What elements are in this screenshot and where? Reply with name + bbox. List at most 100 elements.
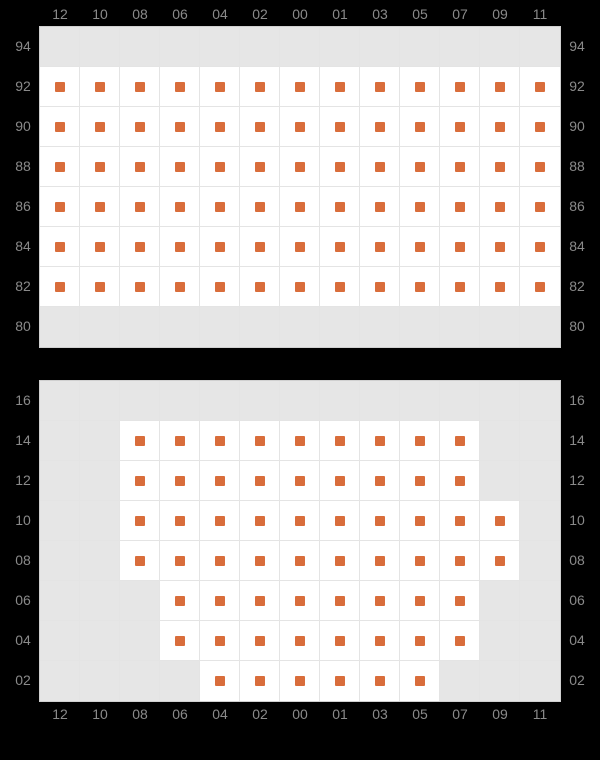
seat-available[interactable] (400, 461, 440, 501)
seat-available[interactable] (200, 621, 240, 661)
seat-available[interactable] (400, 227, 440, 267)
seat-available[interactable] (360, 107, 400, 147)
seat-available[interactable] (160, 227, 200, 267)
seat-available[interactable] (320, 67, 360, 107)
seat-available[interactable] (320, 621, 360, 661)
seat-available[interactable] (360, 661, 400, 701)
seat-available[interactable] (240, 107, 280, 147)
seat-available[interactable] (200, 501, 240, 541)
seat-available[interactable] (320, 107, 360, 147)
seat-available[interactable] (280, 621, 320, 661)
seat-available[interactable] (160, 621, 200, 661)
seat-available[interactable] (240, 501, 280, 541)
seat-available[interactable] (320, 661, 360, 701)
seat-available[interactable] (480, 267, 520, 307)
seat-available[interactable] (240, 541, 280, 581)
seat-available[interactable] (120, 267, 160, 307)
seat-available[interactable] (280, 461, 320, 501)
seat-available[interactable] (360, 227, 400, 267)
seat-available[interactable] (160, 421, 200, 461)
seat-available[interactable] (360, 461, 400, 501)
seat-available[interactable] (440, 187, 480, 227)
seat-available[interactable] (320, 147, 360, 187)
seat-available[interactable] (40, 67, 80, 107)
seat-available[interactable] (440, 67, 480, 107)
seat-available[interactable] (240, 661, 280, 701)
seat-available[interactable] (160, 147, 200, 187)
seat-available[interactable] (200, 541, 240, 581)
seat-available[interactable] (320, 461, 360, 501)
seat-available[interactable] (120, 501, 160, 541)
seat-available[interactable] (160, 581, 200, 621)
seat-available[interactable] (440, 227, 480, 267)
seat-available[interactable] (240, 421, 280, 461)
seat-available[interactable] (520, 267, 560, 307)
seat-available[interactable] (80, 187, 120, 227)
seat-available[interactable] (400, 581, 440, 621)
seat-available[interactable] (240, 267, 280, 307)
seat-available[interactable] (400, 621, 440, 661)
seat-available[interactable] (120, 461, 160, 501)
seat-available[interactable] (360, 501, 400, 541)
seat-available[interactable] (440, 501, 480, 541)
seat-available[interactable] (360, 267, 400, 307)
seat-available[interactable] (160, 187, 200, 227)
seat-available[interactable] (120, 227, 160, 267)
seat-available[interactable] (120, 107, 160, 147)
seat-available[interactable] (360, 147, 400, 187)
seat-available[interactable] (280, 107, 320, 147)
seat-available[interactable] (120, 421, 160, 461)
seat-available[interactable] (40, 227, 80, 267)
seat-available[interactable] (480, 227, 520, 267)
seat-available[interactable] (80, 227, 120, 267)
seat-available[interactable] (280, 267, 320, 307)
seat-available[interactable] (280, 147, 320, 187)
seat-available[interactable] (40, 267, 80, 307)
seat-available[interactable] (80, 67, 120, 107)
seat-available[interactable] (40, 107, 80, 147)
seat-available[interactable] (440, 267, 480, 307)
seat-available[interactable] (120, 67, 160, 107)
seat-available[interactable] (400, 187, 440, 227)
seat-available[interactable] (200, 267, 240, 307)
seat-available[interactable] (200, 187, 240, 227)
seat-available[interactable] (480, 501, 520, 541)
seat-available[interactable] (320, 267, 360, 307)
seat-available[interactable] (160, 267, 200, 307)
seat-available[interactable] (160, 541, 200, 581)
seat-available[interactable] (360, 67, 400, 107)
seat-available[interactable] (280, 67, 320, 107)
seat-available[interactable] (320, 541, 360, 581)
seat-available[interactable] (280, 541, 320, 581)
seat-available[interactable] (400, 421, 440, 461)
seat-available[interactable] (160, 461, 200, 501)
seat-available[interactable] (240, 581, 280, 621)
seat-available[interactable] (400, 267, 440, 307)
seat-available[interactable] (320, 581, 360, 621)
seat-available[interactable] (200, 661, 240, 701)
seat-available[interactable] (160, 501, 200, 541)
seat-available[interactable] (360, 581, 400, 621)
seat-available[interactable] (200, 581, 240, 621)
seat-available[interactable] (280, 661, 320, 701)
seat-available[interactable] (480, 107, 520, 147)
seat-available[interactable] (80, 267, 120, 307)
seat-available[interactable] (160, 67, 200, 107)
seat-available[interactable] (440, 147, 480, 187)
seat-available[interactable] (480, 67, 520, 107)
seat-available[interactable] (280, 581, 320, 621)
seat-available[interactable] (520, 67, 560, 107)
seat-available[interactable] (480, 541, 520, 581)
seat-available[interactable] (520, 147, 560, 187)
seat-available[interactable] (320, 421, 360, 461)
seat-available[interactable] (440, 581, 480, 621)
seat-available[interactable] (200, 461, 240, 501)
seat-available[interactable] (400, 107, 440, 147)
seat-available[interactable] (440, 421, 480, 461)
seat-available[interactable] (240, 461, 280, 501)
seat-available[interactable] (520, 107, 560, 147)
seat-available[interactable] (240, 67, 280, 107)
seat-available[interactable] (160, 107, 200, 147)
seat-available[interactable] (200, 227, 240, 267)
seat-available[interactable] (80, 107, 120, 147)
